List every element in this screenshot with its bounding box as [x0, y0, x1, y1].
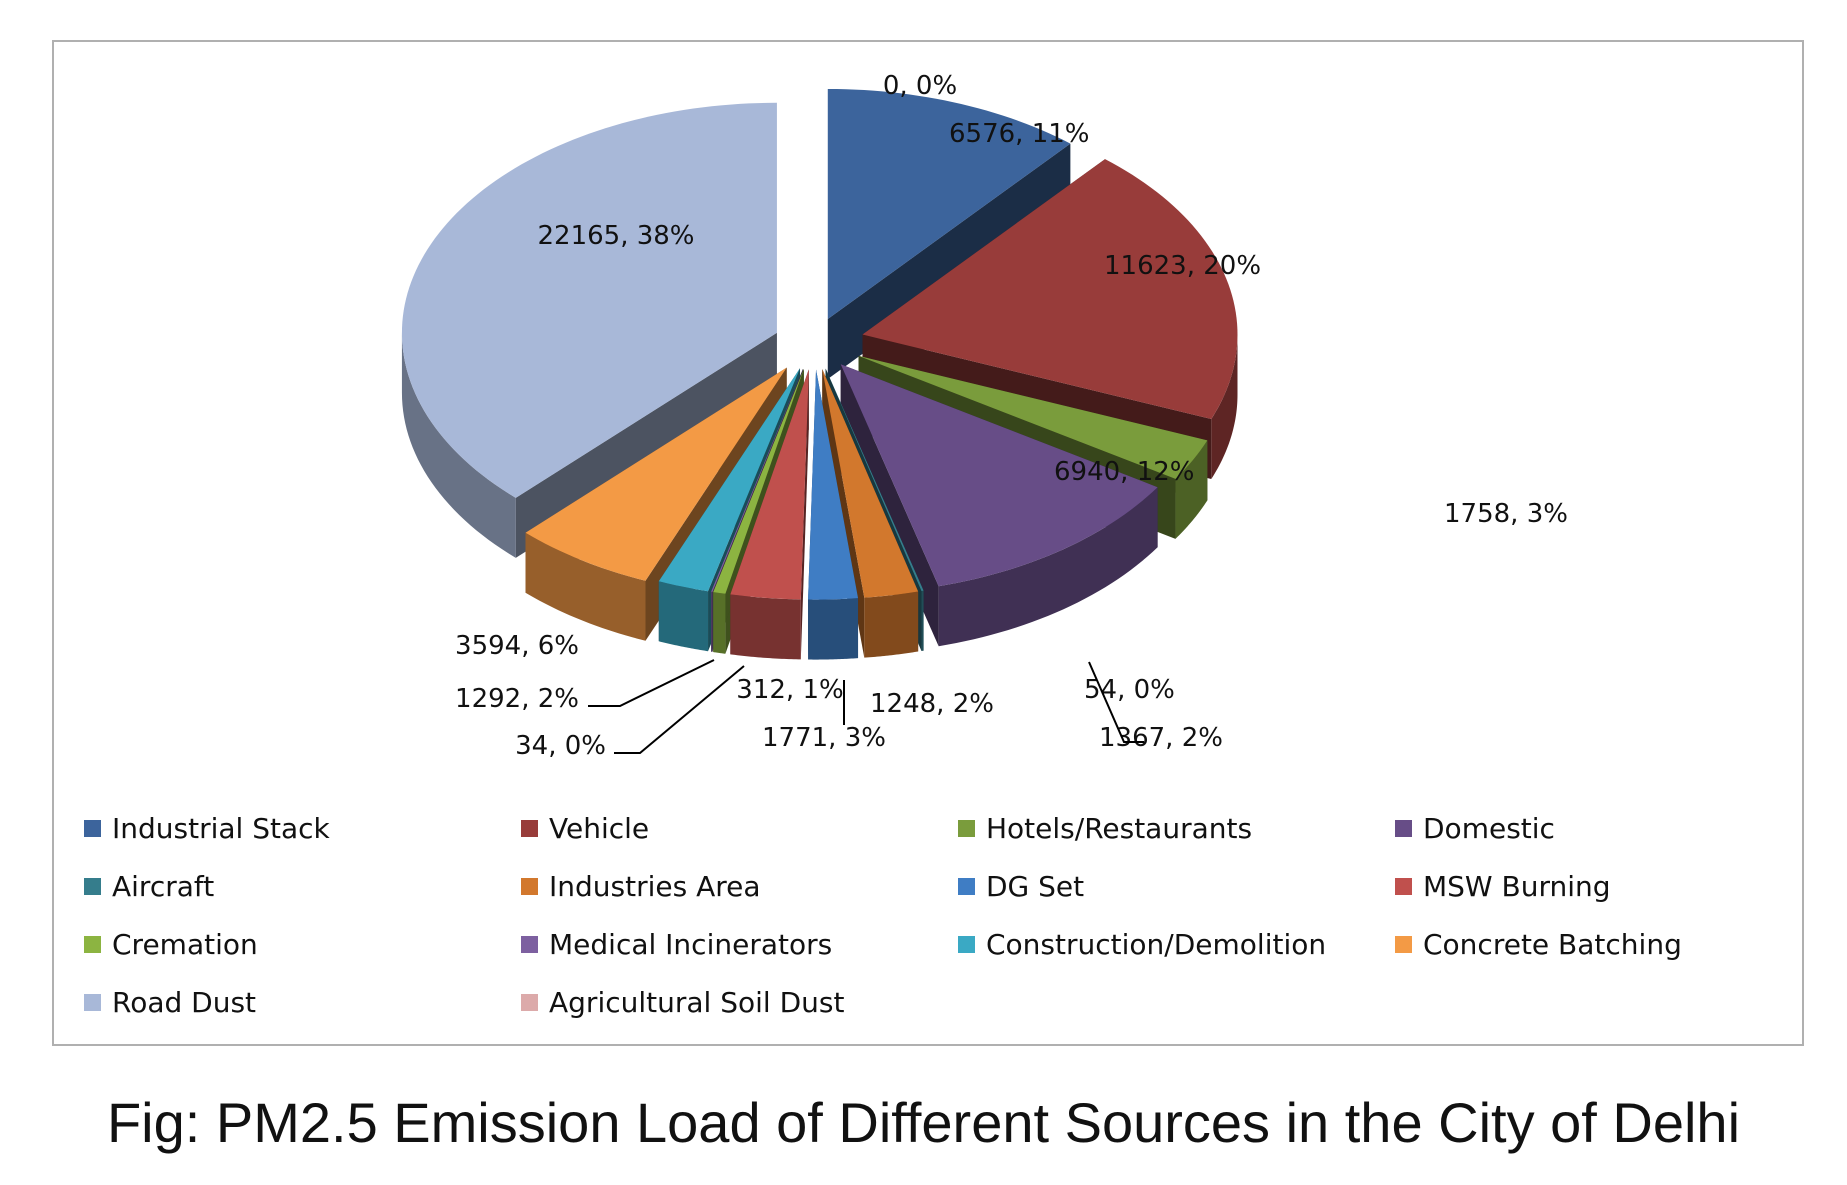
legend-label: Cremation	[112, 927, 258, 961]
legend-swatch	[958, 877, 975, 895]
slice-side-hotels-restaurants	[1175, 440, 1208, 539]
legend-label: Construction/Demolition	[986, 927, 1327, 961]
legend-swatch	[1395, 935, 1412, 953]
legend-item-construction-demolition: Construction/Demolition	[958, 927, 1395, 961]
data-label-construction-demolition: 1292, 2%	[455, 684, 579, 714]
pie-slice-hotels-restaurants	[858, 355, 1208, 479]
legend-label: MSW Burning	[1423, 869, 1611, 903]
leader-medical-incinerators	[614, 665, 745, 754]
pie-slice-cremation	[713, 368, 804, 594]
pie-slice-aircraft	[825, 368, 924, 592]
legend-item-agricultural-soil-dust: Agricultural Soil Dust	[521, 985, 958, 1019]
legend-swatch	[958, 819, 975, 837]
data-label-hotels-restaurants: 1758, 3%	[1444, 499, 1568, 529]
legend-label: Industries Area	[549, 869, 761, 903]
pie-slice-concrete-batching	[525, 367, 787, 581]
legend-swatch	[84, 993, 101, 1011]
slice-wall-msw-burning	[800, 369, 809, 660]
legend-label: Aircraft	[112, 869, 215, 903]
pie-slice-industries-area	[822, 369, 919, 598]
legend-item-dg-set: DG Set	[958, 869, 1395, 903]
figure-caption: Fig: PM2.5 Emission Load of Different So…	[106, 1091, 1741, 1154]
legend-label: Medical Incinerators	[549, 927, 833, 961]
leader-industries-area	[1088, 661, 1144, 743]
data-label-agricultural-soil-dust: 0, 0%	[883, 71, 957, 101]
legend-label: Agricultural Soil Dust	[549, 985, 845, 1019]
legend-item-hotels-restaurants: Hotels/Restaurants	[958, 811, 1395, 845]
legend-swatch	[84, 877, 101, 895]
slice-side-msw-burning	[730, 594, 801, 660]
slice-side-road-dust	[401, 332, 516, 558]
legend-item-concrete-batching: Concrete Batching	[1395, 927, 1795, 961]
slice-side-vehicle	[1211, 334, 1238, 480]
legend-item-aircraft: Aircraft	[84, 869, 521, 903]
data-label-dg-set: 1248, 2%	[870, 689, 994, 719]
legend-item-industrial-stack: Industrial Stack	[84, 811, 521, 845]
pie-slice-industrial-stack	[827, 88, 1071, 319]
data-label-msw-burning: 1771, 3%	[762, 723, 886, 753]
legend-swatch	[521, 993, 538, 1011]
data-label-medical-incinerators: 34, 0%	[515, 731, 606, 761]
legend-label: Vehicle	[549, 811, 650, 845]
data-label-domestic: 6940, 12%	[1054, 457, 1195, 487]
legend-swatch	[958, 935, 975, 953]
legend-swatch	[521, 819, 538, 837]
legend-item-domestic: Domestic	[1395, 811, 1795, 845]
legend-swatch	[521, 877, 538, 895]
slice-side-dg-set	[808, 598, 859, 660]
legend-item-road-dust: Road Dust	[84, 985, 521, 1019]
pie-slice-vehicle	[862, 159, 1238, 420]
pie-slice-medical-incinerators	[711, 368, 804, 592]
legend-item-medical-incinerators: Medical Incinerators	[521, 927, 958, 961]
data-label-aircraft: 54, 0%	[1084, 675, 1175, 705]
legend-item-cremation: Cremation	[84, 927, 521, 961]
data-label-vehicle: 11623, 20%	[1104, 251, 1261, 281]
slice-side-aircraft	[921, 590, 924, 652]
pie-slice-msw-burning	[730, 369, 809, 600]
slice-side-construction-demolition	[658, 581, 709, 652]
legend-swatch	[84, 935, 101, 953]
slice-side-industries-area	[864, 591, 919, 658]
legend-label: Hotels/Restaurants	[986, 811, 1253, 845]
legend-item-vehicle: Vehicle	[521, 811, 958, 845]
pie-chart: 6576, 11% 11623, 20% 1758, 3% 6940, 12% 54, …	[401, 71, 1568, 761]
slice-side-domestic	[938, 487, 1158, 647]
legend-label: Road Dust	[112, 985, 257, 1019]
data-label-cremation: 312, 1%	[736, 675, 843, 705]
legend-label: Concrete Batching	[1423, 927, 1682, 961]
data-label-road-dust: 22165, 38%	[537, 221, 694, 251]
pie-slice-domestic	[840, 364, 1158, 587]
slice-side-cremation	[713, 592, 726, 654]
chart-frame: 6576, 11% 11623, 20% 1758, 3% 6940, 12% 54, …	[52, 40, 1804, 1046]
legend-label: Domestic	[1423, 811, 1555, 845]
pie-slice-dg-set	[808, 369, 859, 600]
legend-item-industries-area: Industries Area	[521, 869, 958, 903]
legend-label: Industrial Stack	[112, 811, 330, 845]
slice-side-concrete-batching	[525, 532, 646, 641]
legend-item-msw-burning: MSW Burning	[1395, 869, 1795, 903]
legend-swatch	[84, 819, 101, 837]
legend-swatch	[1395, 819, 1412, 837]
data-label-industrial-stack: 6576, 11%	[949, 119, 1090, 149]
data-label-industries-area: 1367, 2%	[1099, 723, 1223, 753]
data-label-concrete-batching: 3594, 6%	[455, 631, 579, 661]
legend-label: DG Set	[986, 869, 1085, 903]
slice-side-medical-incinerators	[711, 591, 713, 652]
legend: Industrial Stack Vehicle Hotels/Restaurant…	[84, 811, 1784, 1019]
leader-construction-demolition	[588, 659, 715, 707]
legend-swatch	[521, 935, 538, 953]
legend-swatch	[1395, 877, 1412, 895]
pie-slice-construction-demolition	[658, 368, 800, 592]
pie-slice-road-dust	[401, 102, 777, 498]
